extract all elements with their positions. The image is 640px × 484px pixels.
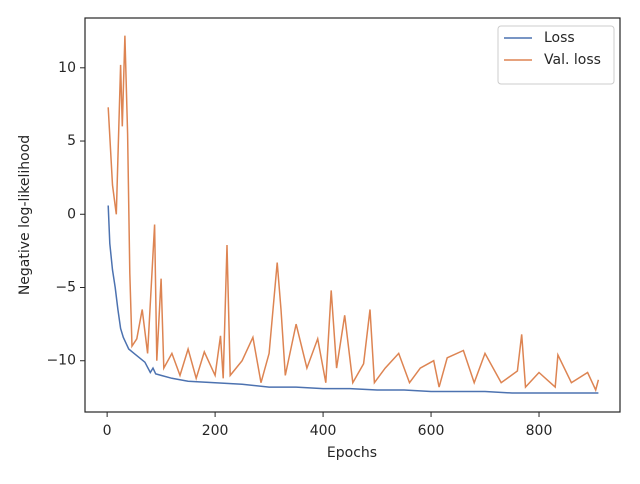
x-tick-label: 400	[310, 423, 337, 439]
x-tick-label: 800	[526, 423, 553, 439]
x-tick-label: 0	[103, 423, 112, 439]
x-tick-label: 600	[418, 423, 445, 439]
y-tick-label: 5	[67, 133, 76, 149]
y-tick-label: 10	[58, 60, 76, 76]
plot-frame	[84, 17, 621, 413]
y-tick-label: 0	[67, 206, 76, 222]
series-line	[107, 205, 599, 394]
legend-box	[497, 25, 615, 85]
y-tick-label: −10	[46, 353, 76, 369]
series-line	[107, 35, 600, 393]
legend-label: Loss	[544, 30, 575, 46]
x-axis-label: Epochs	[327, 445, 377, 461]
legend-label: Val. loss	[544, 52, 601, 68]
y-tick-label: −5	[55, 280, 76, 296]
y-axis-label: Negative log-likelihood	[17, 135, 33, 295]
x-tick-label: 200	[202, 423, 229, 439]
